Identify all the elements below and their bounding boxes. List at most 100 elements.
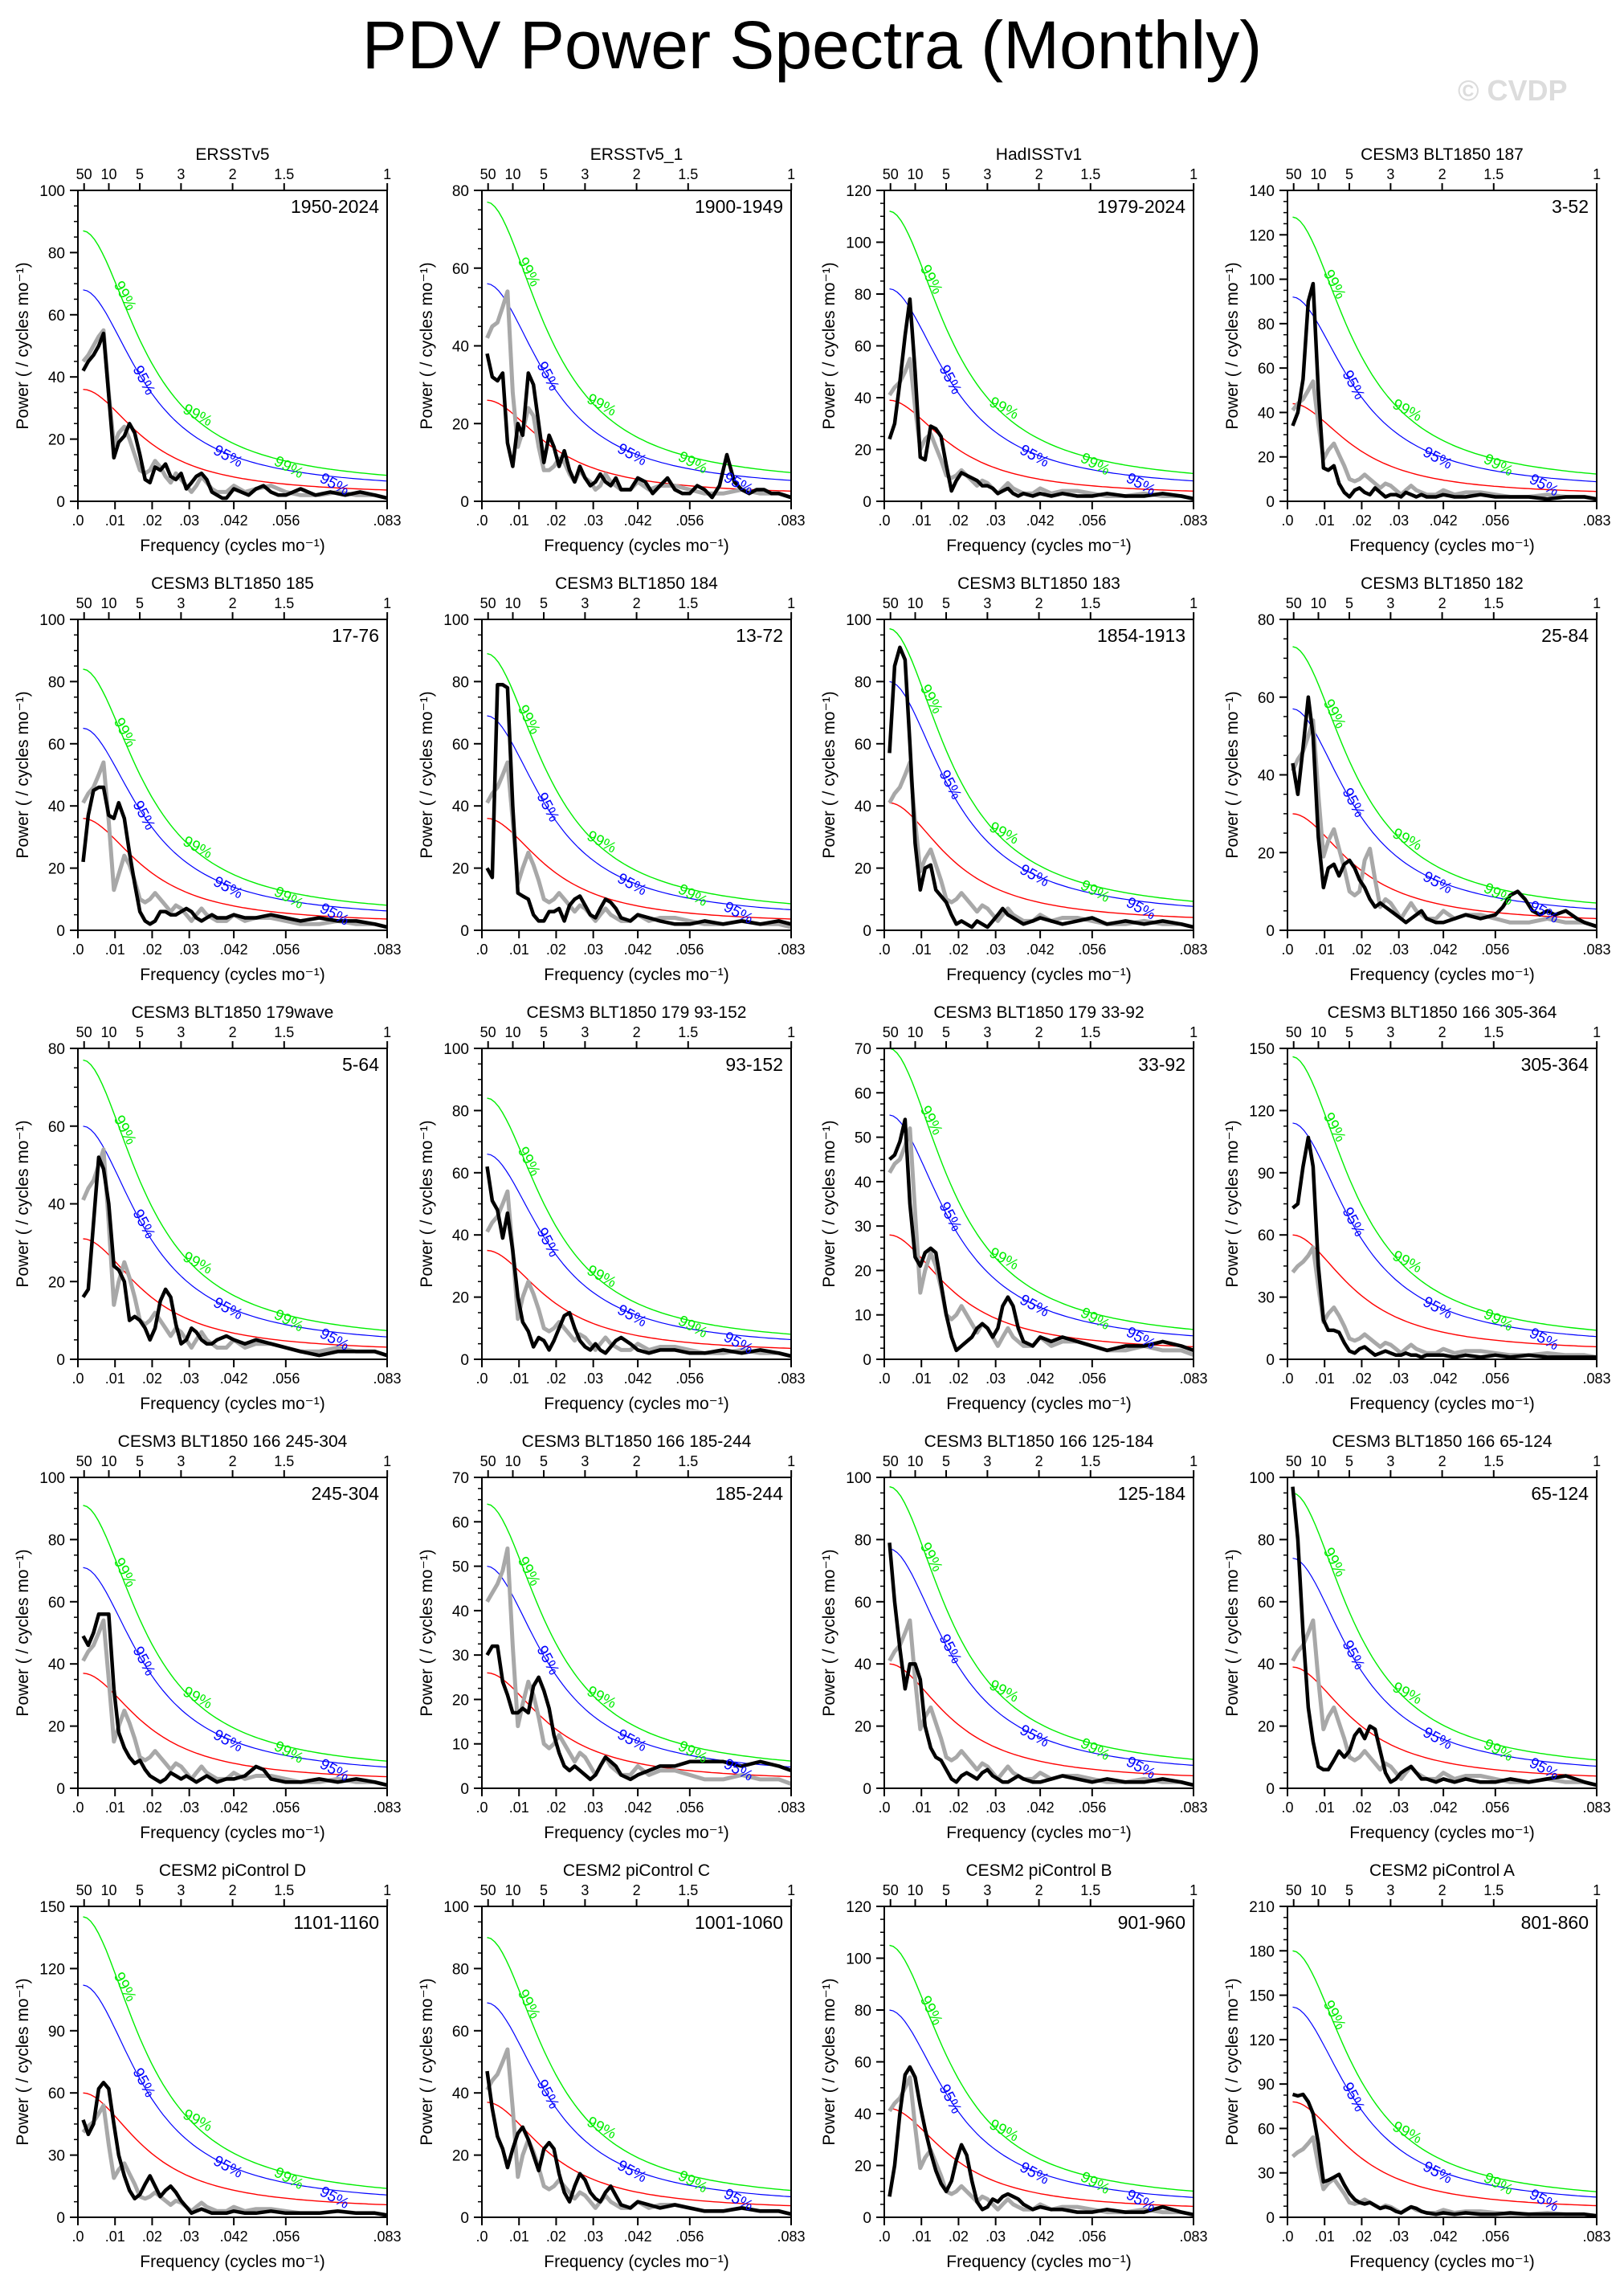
ci95-curve: [83, 1984, 388, 2196]
x-tick-label: .056: [271, 1800, 300, 1816]
ci95-label: 95%: [1339, 368, 1368, 403]
observed-spectrum-line: [81, 331, 388, 500]
top-tick-label: 2: [633, 1024, 641, 1040]
x-tick-label: .02: [949, 942, 969, 958]
x-tick-label: .02: [546, 1371, 566, 1387]
ci99-curve: [83, 668, 388, 906]
top-tick-label: 50: [480, 166, 496, 182]
x-tick-label: .0: [1281, 2229, 1293, 2245]
x-tick-label: .083: [1582, 513, 1610, 529]
ci99-label: 99%: [1481, 2170, 1516, 2199]
period-label: 245-304: [312, 1483, 380, 1504]
y-tick-label: 100: [39, 1470, 65, 1487]
watermark: © CVDP: [1458, 74, 1568, 107]
period-label: 1854-1913: [1097, 625, 1185, 646]
ci95-label: 95%: [1339, 786, 1368, 821]
ci95-label: 95%: [1526, 2186, 1561, 2215]
x-tick-label: .01: [105, 2229, 125, 2245]
top-tick-label: 2: [1438, 595, 1447, 611]
y-tick-label: 40: [48, 799, 65, 815]
y-tick-label: 90: [1258, 1166, 1275, 1183]
top-tick-label: 50: [883, 166, 899, 182]
y-tick-label: 100: [39, 183, 65, 200]
x-tick-label: .083: [1582, 1800, 1610, 1816]
x-tick-label: .03: [985, 1371, 1006, 1387]
y-tick-label: 0: [460, 1352, 469, 1369]
y-tick-label: 60: [452, 2024, 469, 2041]
reference-spectrum-line: [485, 1189, 792, 1358]
y-tick-label: 120: [1249, 227, 1275, 244]
panel-title: CESM2 piControl B: [965, 1861, 1112, 1880]
x-tick-label: .03: [583, 942, 603, 958]
reference-spectrum-line: [485, 1546, 792, 1786]
x-tick-label: .0: [71, 2229, 84, 2245]
reference-spectrum-line: [485, 2047, 792, 2216]
red-noise-curve: [487, 1249, 792, 1350]
red-noise-curve: [487, 2102, 792, 2207]
x-tick-label: .083: [1179, 1800, 1207, 1816]
top-tick-label: 1: [787, 166, 795, 182]
observed-spectrum-line: [485, 1166, 792, 1358]
top-tick-label: 2: [229, 1453, 237, 1469]
x-tick-label: .0: [878, 942, 890, 958]
panel: CESM3 BLT1850 166 305-364 305-364 99% 95% 99…: [1223, 1003, 1611, 1413]
y-axis-label: Power ( / cycles mo⁻¹): [418, 262, 436, 429]
ci99-label: 99%: [514, 255, 543, 290]
ci99-label: 99%: [180, 1683, 215, 1712]
y-tick-label: 40: [1258, 1657, 1275, 1673]
y-tick-label: 30: [48, 2148, 65, 2165]
top-tick-label: 3: [177, 1024, 185, 1040]
y-axis-label: Power ( / cycles mo⁻¹): [14, 1978, 32, 2145]
top-tick-label: 3: [983, 1024, 991, 1040]
ci95-label: 95%: [1017, 1722, 1052, 1751]
x-tick-label: .02: [949, 1800, 969, 1816]
red-noise-curve: [1292, 1234, 1597, 1348]
ci99-label: 99%: [916, 1540, 945, 1575]
x-axis-label: Frequency (cycles mo⁻¹): [140, 1824, 324, 1842]
ci95-curve: [1292, 1558, 1597, 1767]
x-tick-label: .083: [1582, 1371, 1610, 1387]
y-tick-label: 60: [1258, 1228, 1275, 1244]
y-tick-label: 20: [855, 443, 871, 460]
panel-title: CESM3 BLT1850 182: [1361, 574, 1524, 593]
x-axis-label: Frequency (cycles mo⁻¹): [544, 1395, 728, 1413]
ci99-label: 99%: [916, 262, 945, 297]
x-tick-label: .056: [675, 2229, 704, 2245]
x-tick-label: .03: [1389, 513, 1409, 529]
top-tick-label: 3: [983, 1453, 991, 1469]
top-tick-label: 50: [480, 595, 496, 611]
y-tick-label: 60: [452, 1166, 469, 1183]
x-tick-label: .083: [777, 1800, 805, 1816]
ci99-label: 99%: [986, 394, 1022, 423]
period-label: 125-184: [1118, 1483, 1186, 1504]
top-tick-label: 1: [787, 1882, 795, 1898]
top-tick-label: 2: [633, 1882, 641, 1898]
y-tick-label: 30: [1258, 1290, 1275, 1307]
x-tick-label: .056: [271, 513, 300, 529]
x-tick-label: .083: [1179, 513, 1207, 529]
x-tick-label: .0: [1281, 1800, 1293, 1816]
x-tick-label: .03: [985, 1800, 1006, 1816]
y-tick-label: 40: [48, 1657, 65, 1673]
red-noise-curve: [487, 818, 792, 920]
ci95-curve: [1292, 296, 1597, 483]
top-tick-label: 3: [581, 595, 589, 611]
y-tick-label: 20: [452, 2148, 469, 2165]
top-tick-label: 5: [1345, 1024, 1353, 1040]
ci99-label: 99%: [1389, 825, 1425, 854]
y-axis-label: Power ( / cycles mo⁻¹): [14, 1549, 32, 1716]
reference-spectrum-line: [887, 357, 1194, 501]
y-tick-label: 40: [1258, 768, 1275, 785]
x-tick-label: .02: [142, 1371, 162, 1387]
y-tick-label: 60: [1258, 690, 1275, 707]
x-tick-label: .056: [675, 1800, 704, 1816]
top-tick-label: 5: [942, 166, 950, 182]
x-axis-label: Frequency (cycles mo⁻¹): [946, 1395, 1131, 1413]
top-tick-label: 1: [383, 595, 391, 611]
y-axis-label: Power ( / cycles mo⁻¹): [418, 1120, 436, 1287]
top-tick-label: 5: [1345, 1453, 1353, 1469]
ci95-label: 95%: [1017, 442, 1052, 471]
